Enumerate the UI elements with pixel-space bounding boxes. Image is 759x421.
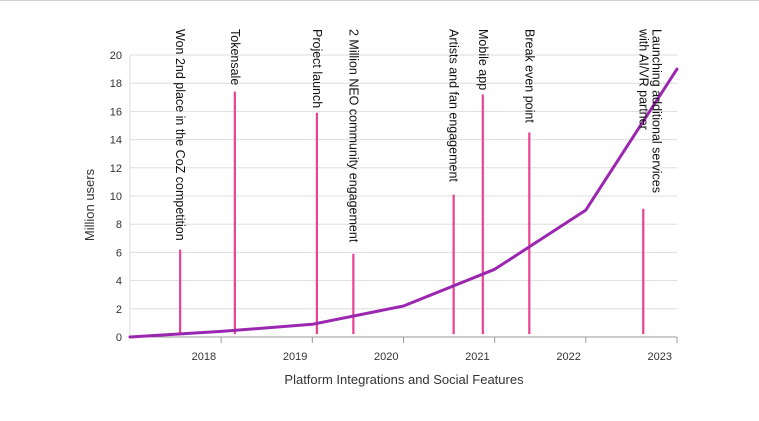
y-tick-label-18: 18 bbox=[110, 78, 122, 90]
data-point-0-6 bbox=[675, 67, 679, 71]
series-group bbox=[128, 67, 679, 339]
x-axis-title: Platform Integrations and Social Feature… bbox=[284, 372, 524, 387]
annotation-labels: Won 2nd place in the CoZ competition Toke… bbox=[173, 28, 663, 243]
annotation-label-4: Artists and fan engagement bbox=[447, 29, 461, 182]
y-tick-label-14: 14 bbox=[110, 135, 122, 147]
x-axis-ticks: 2018 2019 2020 2021 2022 2023 bbox=[192, 337, 678, 363]
y-axis-title: Million users bbox=[82, 168, 97, 241]
y-tick-label-4: 4 bbox=[116, 276, 122, 288]
x-tick-label-2023: 2023 bbox=[648, 351, 672, 363]
annotation-label-2: Project launch bbox=[310, 29, 324, 108]
annotation-label-7: Launching additional serviceswith AI/VR … bbox=[636, 28, 663, 193]
annotation-label-5: Mobile app bbox=[476, 29, 490, 90]
y-tick-label-12: 12 bbox=[110, 163, 122, 175]
data-point-0-0 bbox=[128, 335, 132, 339]
series-line-0 bbox=[128, 67, 679, 339]
x-tick-label-2018: 2018 bbox=[192, 351, 216, 363]
x-tick-label-2021: 2021 bbox=[465, 351, 489, 363]
y-tick-label-10: 10 bbox=[110, 191, 122, 203]
annotation-label-0: Won 2nd place in the CoZ competition bbox=[173, 29, 187, 241]
data-point-0-2 bbox=[311, 323, 314, 326]
annotation-label-6: Break even point bbox=[522, 29, 536, 123]
y-tick-label-6: 6 bbox=[116, 247, 122, 259]
data-point-0-4 bbox=[493, 268, 496, 271]
y-tick-label-0: 0 bbox=[116, 332, 122, 344]
y-tick-label-16: 16 bbox=[110, 106, 122, 118]
y-axis-ticks: 0 2 4 6 8 10 12 14 16 18 20 bbox=[110, 50, 122, 344]
y-tick-label-2: 2 bbox=[116, 304, 122, 316]
x-tick-label-2020: 2020 bbox=[374, 351, 398, 363]
y-tick-label-8: 8 bbox=[116, 219, 122, 231]
data-point-0-1 bbox=[219, 330, 223, 333]
x-tick-label-2019: 2019 bbox=[283, 351, 307, 363]
y-tick-label-20: 20 bbox=[110, 50, 122, 62]
annotation-label-3: 2 Million NEO community engagement bbox=[346, 29, 360, 243]
annotation-label-1: Tokensale bbox=[228, 29, 242, 85]
data-point-0-5 bbox=[584, 208, 588, 212]
top-border bbox=[0, 0, 759, 1]
data-point-0-3 bbox=[402, 304, 405, 308]
x-tick-label-2022: 2022 bbox=[556, 351, 580, 363]
annotation-lines bbox=[179, 91, 645, 335]
